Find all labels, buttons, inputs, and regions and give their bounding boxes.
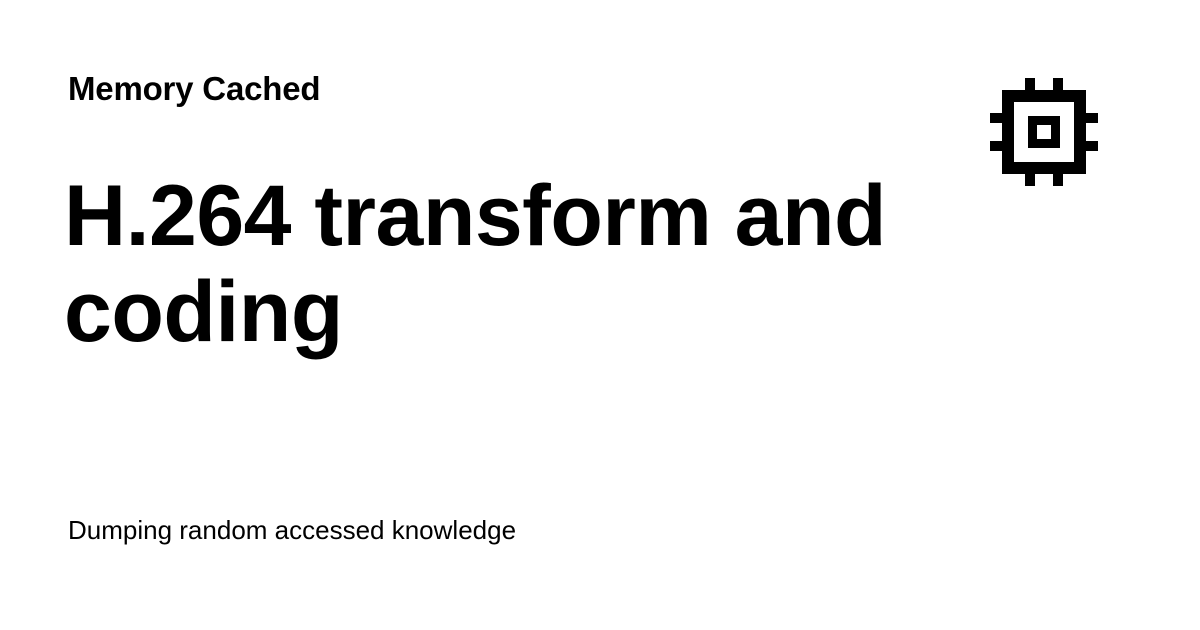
cpu-chip-icon	[990, 78, 1098, 186]
post-title: H.264 transform and coding	[64, 168, 887, 360]
site-tagline: Dumping random accessed knowledge	[68, 515, 517, 545]
site-name: Memory Cached	[68, 70, 321, 107]
